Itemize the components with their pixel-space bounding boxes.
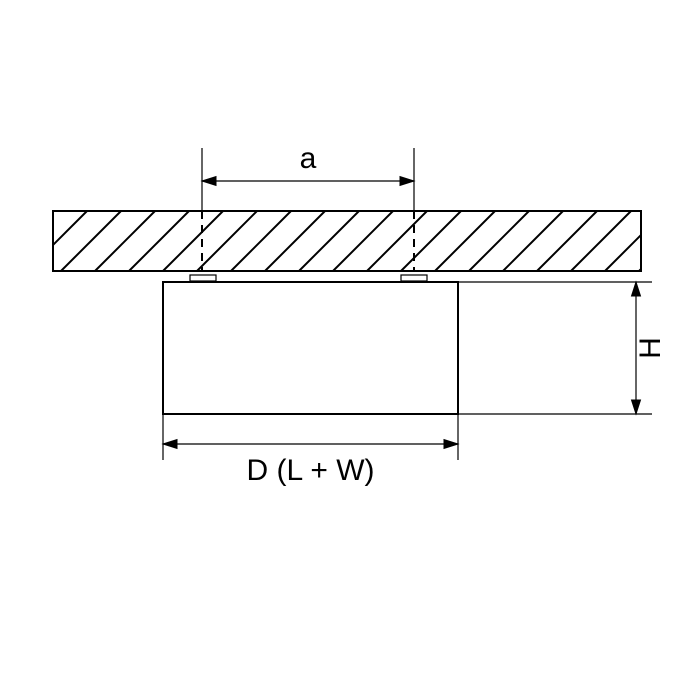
label-d: D (L + W) <box>246 454 374 487</box>
fixture-body <box>163 282 458 414</box>
technical-drawing: a D (L + W) H <box>0 0 690 690</box>
mounting-tab <box>401 275 427 281</box>
label-a: a <box>300 142 317 175</box>
mounting-tab <box>190 275 216 281</box>
ceiling-hatch <box>0 211 690 271</box>
label-h: H <box>634 337 667 359</box>
